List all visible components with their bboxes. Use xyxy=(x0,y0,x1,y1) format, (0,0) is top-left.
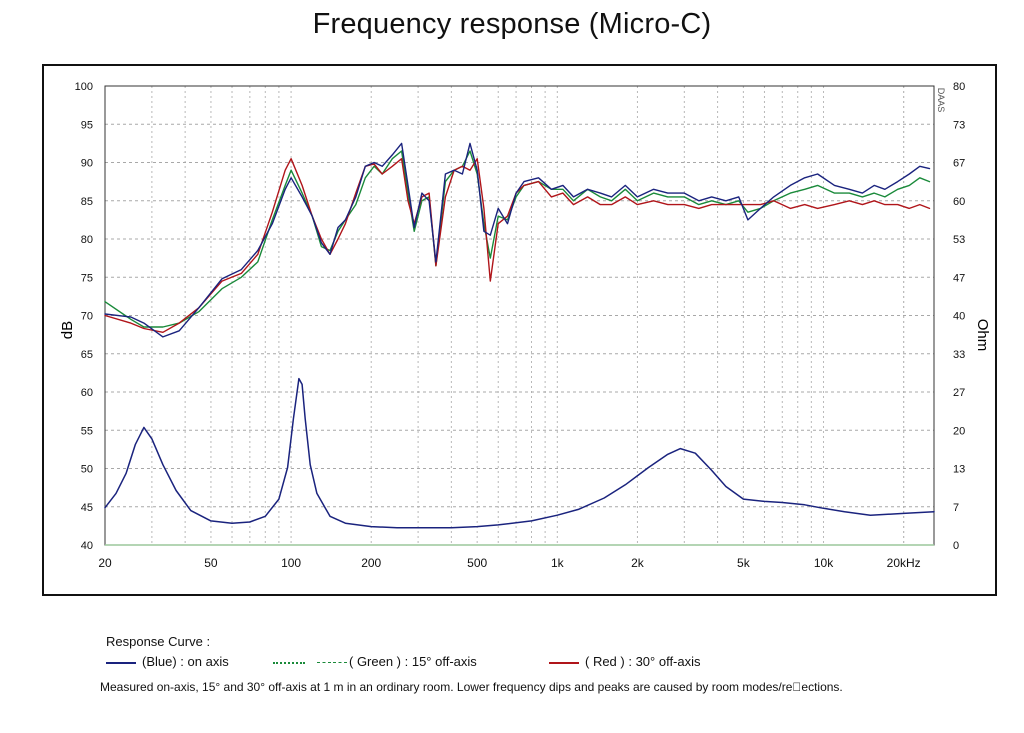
x-tick-label: 500 xyxy=(467,556,487,570)
x-tick-label: 200 xyxy=(361,556,381,570)
x-tick-label: 2k xyxy=(631,556,645,570)
y-tick-label: 90 xyxy=(81,158,93,170)
legend-swatch-red xyxy=(549,661,579,664)
series-line-red xyxy=(104,157,931,333)
y-tick-label: 45 xyxy=(81,502,93,514)
y-tick-label: 75 xyxy=(81,272,93,284)
series-line-impedance xyxy=(104,377,935,529)
y-tick-label: 55 xyxy=(81,425,93,437)
y-tick-label: 95 xyxy=(81,119,93,131)
x-tick-label: 20 xyxy=(98,556,112,570)
y-right-tick-label: 60 xyxy=(953,196,965,208)
series-line-green xyxy=(104,150,931,328)
x-tick-label: 5k xyxy=(737,556,751,570)
plot-area: 40 45 50 55 60 65 70 75 80 85 90 95 100 0 7 13 20 27 33 40 4… xyxy=(75,81,966,570)
y-right-axis-label: Ohm xyxy=(974,319,991,352)
legend-label-blue: (Blue) : on axis xyxy=(142,654,229,669)
legend-item-red: ( Red ) : 30° off-axis xyxy=(549,654,701,670)
legend-label-red: ( Red ) : 30° off-axis xyxy=(585,654,701,669)
y-right-tick-label: 73 xyxy=(953,119,965,131)
x-tick-label: 1k xyxy=(551,556,565,570)
y-tick-label: 60 xyxy=(81,387,93,399)
legend-item-green: ( Green ) : 15° off-axis xyxy=(273,654,477,670)
y-right-tick-label: 20 xyxy=(953,425,965,437)
series-line-blue xyxy=(104,142,931,338)
legend-swatch-green-dotted xyxy=(273,661,305,664)
x-tick-label: 10k xyxy=(814,556,834,570)
y-right-tick-label: 7 xyxy=(953,502,959,514)
y-right-tick-label: 53 xyxy=(953,234,965,246)
legend-swatch-green-dashed-2 xyxy=(333,662,347,664)
chart-frame xyxy=(42,64,997,596)
y-right-tick-label: 40 xyxy=(953,311,965,323)
y-tick-label: 85 xyxy=(81,196,93,208)
y-tick-label: 70 xyxy=(81,311,93,323)
x-tick-label: 50 xyxy=(204,556,218,570)
legend-swatch-green-dashed xyxy=(317,662,331,664)
y-right-tick-label: 67 xyxy=(953,158,965,170)
chart-title: Frequency response (Micro-C) xyxy=(312,8,712,40)
y-right-tick-label: 27 xyxy=(953,387,965,399)
y-right-tick-label: 33 xyxy=(953,349,965,361)
legend-label-green: ( Green ) : 15° off-axis xyxy=(349,654,477,669)
y-right-tick-label: 13 xyxy=(953,464,965,476)
x-tick-label: 20kHz xyxy=(887,556,921,570)
measurement-note: Measured on-axis, 15° and 30° off-axis a… xyxy=(100,680,843,694)
watermark-text: DAAS xyxy=(936,88,946,113)
legend-swatch-blue xyxy=(106,661,136,664)
y-axis-label: dB xyxy=(59,321,76,339)
legend-item-blue: (Blue) : on axis xyxy=(106,654,229,670)
y-tick-label: 65 xyxy=(81,349,93,361)
y-tick-label: 40 xyxy=(81,540,93,552)
y-right-tick-label: 47 xyxy=(953,272,965,284)
y-tick-label: 100 xyxy=(75,81,93,93)
y-right-tick-label: 80 xyxy=(953,81,965,93)
x-tick-label: 100 xyxy=(281,556,301,570)
y-right-tick-label: 0 xyxy=(953,540,959,552)
y-tick-label: 80 xyxy=(81,234,93,246)
legend-heading: Response Curve : xyxy=(106,634,211,649)
y-tick-label: 50 xyxy=(81,464,93,476)
